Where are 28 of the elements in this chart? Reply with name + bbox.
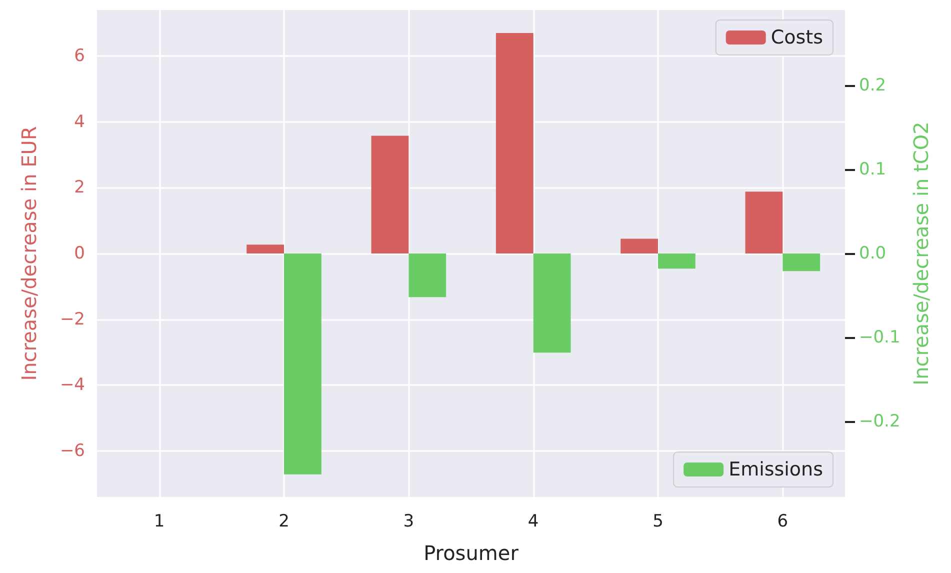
y2-tick-label: −0.2 <box>859 411 900 432</box>
y2-axis-title: Increase/decrease in tCO2 <box>909 122 934 386</box>
y2-tick-label: −0.1 <box>859 327 900 348</box>
x-tick-label: 6 <box>777 512 788 532</box>
x-tick-label: 1 <box>154 512 165 532</box>
x-tick-label: 5 <box>652 512 664 532</box>
y2-tick-label: 0.2 <box>859 76 886 96</box>
x-tick-label: 2 <box>278 512 290 532</box>
legend-label: Emissions <box>728 458 824 480</box>
y2-tick-label: 0.0 <box>859 244 886 264</box>
y-axis-title: Increase/decrease in EUR <box>17 126 41 381</box>
y-tick-label: −4 <box>60 375 85 396</box>
y-tick-label: 2 <box>74 178 85 198</box>
bar <box>745 192 783 254</box>
x-tick-label: 3 <box>403 512 414 532</box>
y-tick-label: 4 <box>74 112 85 132</box>
x-tick-label: 4 <box>528 512 539 532</box>
x-axis-title: Prosumer <box>424 541 520 565</box>
y2-tick-label: 0.1 <box>859 160 886 180</box>
legend-label: Costs <box>770 26 823 48</box>
bar <box>496 33 534 254</box>
bar <box>246 244 284 254</box>
y-tick-label: 6 <box>74 46 85 66</box>
y-tick-label: −2 <box>60 309 85 330</box>
y-tick-label: −6 <box>60 440 85 461</box>
bar <box>371 136 409 254</box>
bar <box>620 238 658 254</box>
y-tick-label: 0 <box>74 244 85 264</box>
